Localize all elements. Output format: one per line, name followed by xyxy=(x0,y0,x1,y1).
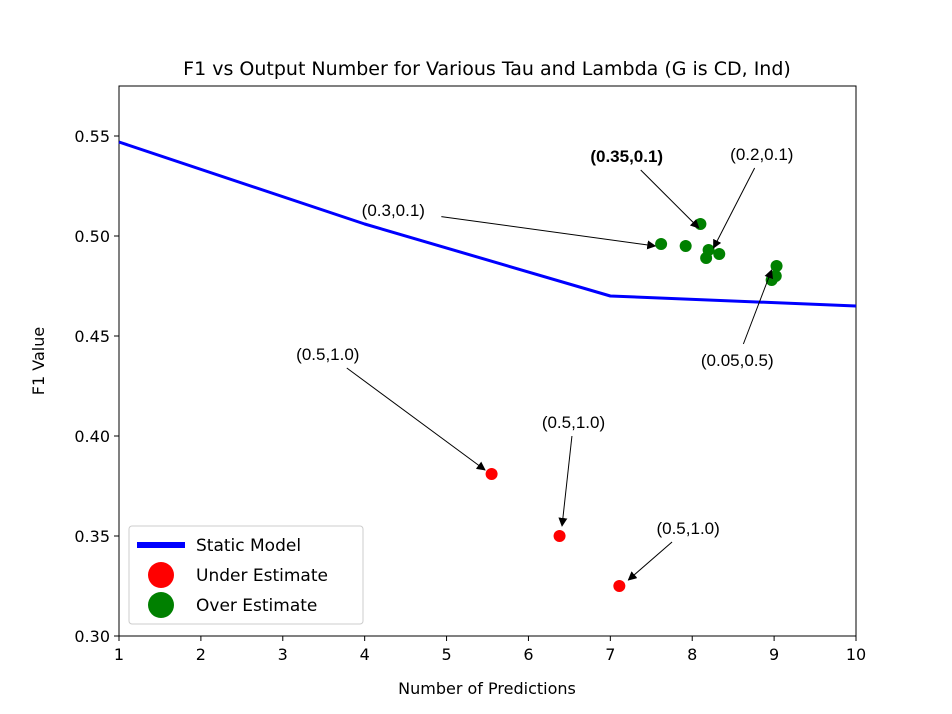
y-tick-label-0.55: 0.55 xyxy=(74,127,110,146)
annotation-arrow xyxy=(640,169,700,229)
over-estimate-point xyxy=(770,260,783,272)
x-axis-label: Number of Predictions xyxy=(398,679,576,698)
over-estimate-point xyxy=(713,248,726,260)
x-tick-label-5: 5 xyxy=(441,645,451,664)
plot-area: 1 2 3 4 5 6 7 8 9 10 0.30 0.35 0.40 0.45 0.50 0.55 (0.35… xyxy=(74,85,866,664)
axes-frame xyxy=(118,85,857,637)
annotation-arrow xyxy=(441,216,657,250)
annotation-label: (0.2,0.1) xyxy=(730,145,793,164)
legend-swatch-over-estimate xyxy=(148,592,174,618)
under-estimate-point xyxy=(485,468,498,480)
y-tick-label-0.30: 0.30 xyxy=(74,627,110,646)
static-model-line xyxy=(118,140,857,308)
x-tick-label-6: 6 xyxy=(523,645,533,664)
x-tick-label-1: 1 xyxy=(114,645,124,664)
chart-title: F1 vs Output Number for Various Tau and … xyxy=(183,58,791,80)
legend: Static Model Under Estimate Over Estimate xyxy=(128,525,364,625)
annotation-label: (0.3,0.1) xyxy=(362,201,425,220)
over-estimate-point xyxy=(679,240,692,252)
legend-label-static-model: Static Model xyxy=(196,536,301,556)
legend-box xyxy=(128,525,364,625)
annotation-arrow xyxy=(742,269,773,345)
annotation-label: (0.5,1.0) xyxy=(296,345,359,364)
y-tick-label-0.40: 0.40 xyxy=(74,427,110,446)
over-estimate-point xyxy=(655,238,668,250)
over-estimate-point xyxy=(702,244,715,256)
annotation-arrow xyxy=(627,541,673,581)
annotation-arrow xyxy=(558,435,573,527)
annotation-arrow xyxy=(346,367,486,471)
legend-label-over-estimate: Over Estimate xyxy=(196,596,317,616)
x-tick-label-10: 10 xyxy=(846,645,866,664)
y-tick-label-0.35: 0.35 xyxy=(74,527,110,546)
y-tick-label-0.50: 0.50 xyxy=(74,227,110,246)
y-tick-label-0.45: 0.45 xyxy=(74,327,110,346)
x-tick-label-2: 2 xyxy=(196,645,206,664)
x-tick-label-3: 3 xyxy=(278,645,288,664)
legend-swatch-under-estimate xyxy=(148,562,174,588)
annotation-label: (0.5,1.0) xyxy=(656,519,719,538)
annotation-label: (0.05,0.5) xyxy=(701,351,774,370)
legend-label-under-estimate: Under Estimate xyxy=(196,566,328,586)
x-tick-label-4: 4 xyxy=(360,645,370,664)
annotation-label: (0.5,1.0) xyxy=(542,413,605,432)
x-tick-label-8: 8 xyxy=(687,645,697,664)
annotation-label: (0.35,0.1) xyxy=(590,147,663,166)
under-estimate-point xyxy=(613,580,626,592)
y-axis-label: F1 Value xyxy=(29,327,48,395)
x-tick-label-9: 9 xyxy=(769,645,779,664)
over-estimate-point xyxy=(694,218,707,230)
under-estimate-point xyxy=(553,530,566,542)
annotation-arrow xyxy=(713,167,756,249)
x-tick-label-7: 7 xyxy=(605,645,615,664)
